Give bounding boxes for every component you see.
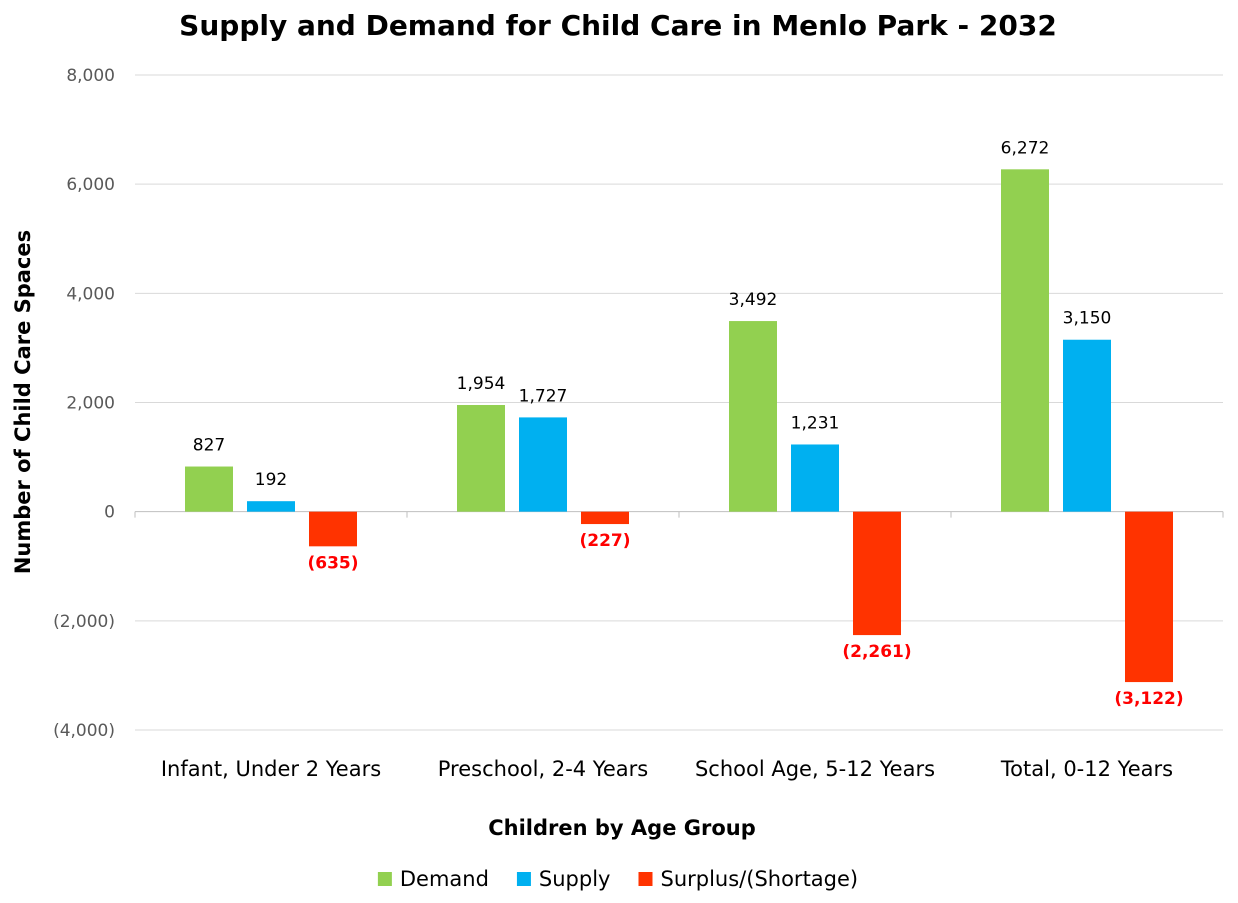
bars — [185, 169, 1173, 683]
category-label: Total, 0-12 Years — [1000, 757, 1173, 781]
data-label: 827 — [193, 436, 225, 456]
data-label: (2,261) — [842, 642, 911, 662]
bar-surplus-shortage — [853, 511, 901, 636]
data-label: 6,272 — [1001, 138, 1050, 158]
bar-demand — [729, 321, 777, 512]
bar-surplus-shortage — [1125, 511, 1173, 683]
chart-title: Supply and Demand for Child Care in Menl… — [179, 9, 1057, 42]
data-labels: 827 192 (635) 1,954 1,727 (227) 3,492 1,231 (2,2… — [193, 138, 1184, 709]
y-axis-ticks: 8,000 6,000 4,000 2,000 0 (2,000) (4,000) — [53, 66, 115, 741]
data-label: 192 — [255, 470, 287, 490]
bar-surplus-shortage — [581, 511, 629, 525]
data-label: 3,492 — [729, 290, 778, 310]
data-label: (635) — [307, 553, 358, 573]
bar-demand — [1001, 169, 1049, 512]
y-tick-label: 8,000 — [66, 66, 115, 86]
data-label: 3,150 — [1063, 309, 1112, 329]
legend-label: Demand — [400, 867, 489, 891]
x-axis-title: Children by Age Group — [488, 816, 756, 840]
x-axis-categories: Infant, Under 2 Years Preschool, 2-4 Year… — [161, 757, 1173, 781]
data-label: 1,727 — [519, 386, 568, 406]
bar-supply — [247, 501, 295, 512]
bar-supply — [519, 417, 567, 512]
legend-swatch — [516, 872, 531, 886]
category-label: School Age, 5-12 Years — [695, 757, 935, 781]
y-tick-label: 2,000 — [66, 394, 115, 414]
bar-supply — [791, 444, 839, 512]
y-tick-label: 0 — [104, 503, 115, 523]
legend-label: Surplus/(Shortage) — [660, 867, 858, 891]
category-label: Preschool, 2-4 Years — [438, 757, 648, 781]
bar-surplus-shortage — [309, 511, 357, 547]
data-label: 1,954 — [457, 374, 506, 394]
bar-demand — [457, 405, 505, 512]
y-axis-title: Number of Child Care Spaces — [11, 230, 35, 574]
y-tick-label: 6,000 — [66, 175, 115, 195]
y-tick-label: (4,000) — [53, 721, 115, 741]
data-label: (3,122) — [1114, 689, 1183, 709]
legend: Demand Supply Surplus/(Shortage) — [377, 867, 858, 891]
data-label: (227) — [579, 531, 630, 551]
bar-demand — [185, 466, 233, 512]
y-tick-label: (2,000) — [53, 612, 115, 632]
category-label: Infant, Under 2 Years — [161, 757, 381, 781]
y-tick-label: 4,000 — [66, 284, 115, 304]
gridlines — [134, 74, 1224, 731]
bar-supply — [1063, 339, 1111, 512]
legend-swatch — [638, 872, 653, 886]
data-label: 1,231 — [791, 413, 840, 433]
legend-swatch — [377, 872, 392, 886]
legend-label: Supply — [539, 867, 611, 891]
